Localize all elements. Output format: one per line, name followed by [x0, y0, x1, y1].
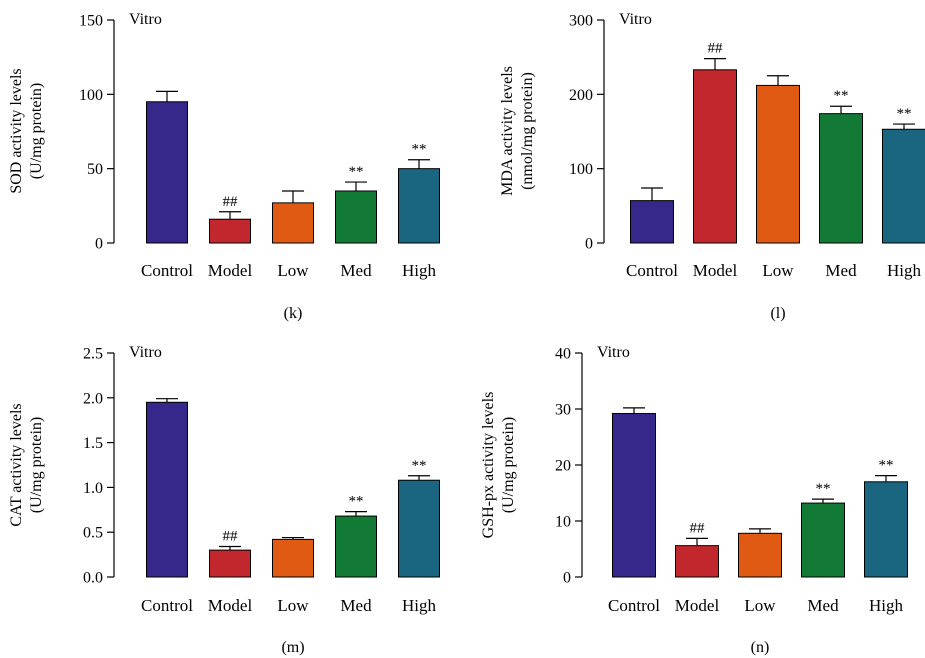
bar-low [756, 84, 800, 244]
y-tick-label: 0 [95, 236, 103, 253]
y-tick-label: 40 [555, 346, 571, 363]
y-tick-label: 2.0 [83, 390, 103, 407]
chart-panel-1: 0 50 100 150 Vitro SOD activity levels (U/mg p… [8, 11, 440, 322]
category-label: Model [208, 596, 253, 615]
y-axis-title: MDA activity levels (nmol/mg protein) [499, 66, 536, 196]
bar-model [693, 69, 737, 244]
significance-marker: ## [223, 194, 239, 210]
bar-control [146, 401, 188, 578]
vitro-annotation: Vitro [597, 344, 630, 361]
y-axis-title-line: (U/mg protein) [28, 83, 45, 179]
y-tick-label: 100 [79, 87, 103, 104]
bar-high [398, 479, 440, 578]
bar-med [335, 190, 377, 244]
y-tick-label: 20 [555, 458, 571, 475]
y-axis-title-line: SOD activity levels [8, 68, 25, 193]
category-label: High [887, 261, 922, 280]
significance-marker: ## [223, 529, 239, 545]
significance-marker: ** [412, 142, 427, 158]
category-label: High [869, 596, 904, 615]
y-axis-title-line: GSH-px activity levels [480, 392, 497, 539]
bar-model [209, 549, 251, 578]
y-axis-title: GSH-px activity levels (U/mg protein) [480, 392, 517, 539]
category-label: Low [277, 596, 309, 615]
panel-label: (k) [284, 305, 303, 322]
bar-med [801, 502, 845, 578]
bar-med [335, 515, 377, 578]
y-tick-label: 50 [87, 161, 103, 178]
y-tick-label: 100 [569, 161, 593, 178]
significance-marker: ## [708, 41, 724, 57]
panel-label: (m) [281, 639, 304, 656]
y-tick-label: 0.0 [83, 570, 103, 587]
y-axis-title-line: (U/mg protein) [28, 417, 45, 513]
y-tick-label: 1.5 [83, 435, 103, 452]
category-label: Control [608, 596, 660, 615]
y-axis-title-line: (U/mg protein) [500, 417, 517, 513]
category-label: Low [762, 261, 794, 280]
category-label: Model [675, 596, 720, 615]
significance-marker: ** [879, 458, 894, 474]
y-axis-title: CAT activity levels (U/mg protein) [8, 403, 45, 526]
significance-marker: ** [412, 458, 427, 474]
significance-marker: ## [690, 520, 706, 536]
category-label: Med [807, 596, 839, 615]
significance-marker: ** [349, 164, 364, 180]
bar-high [398, 168, 440, 244]
category-label: Model [208, 261, 253, 280]
y-tick-label: 2.5 [83, 346, 103, 363]
y-tick-label: 200 [569, 87, 593, 104]
category-label: Control [141, 596, 193, 615]
panel-label: (l) [770, 305, 785, 322]
vitro-annotation: Vitro [619, 11, 652, 28]
category-label: Low [744, 596, 776, 615]
category-label: Med [340, 261, 372, 280]
bar-low [272, 202, 314, 244]
significance-marker: ** [897, 106, 912, 122]
y-tick-label: 300 [569, 13, 593, 30]
category-label: High [402, 261, 437, 280]
significance-marker: ** [349, 494, 364, 510]
bar-high [882, 128, 925, 244]
bar-model [675, 545, 719, 578]
panel-label: (n) [751, 639, 770, 656]
vitro-annotation: Vitro [129, 344, 162, 361]
category-label: Med [825, 261, 857, 280]
category-label: Control [626, 261, 678, 280]
bar-high [864, 481, 908, 578]
significance-marker: ** [834, 88, 849, 104]
chart-panel-4: 0 10 20 30 40 Vitro GSH-px activity levels (U/m… [480, 344, 908, 656]
y-tick-label: 0 [585, 236, 593, 253]
category-label: Control [141, 261, 193, 280]
y-tick-label: 150 [79, 13, 103, 30]
bar-control [630, 200, 674, 244]
y-tick-label: 0 [563, 570, 571, 587]
bar-control [146, 101, 188, 244]
y-axis-title: SOD activity levels (U/mg protein) [8, 68, 45, 193]
bar-low [738, 532, 782, 578]
y-axis-title-line: MDA activity levels [499, 66, 516, 196]
chart-panel-3: 0.0 0.5 1.0 1.5 2.0 2.5 Vitro CAT activity leve… [8, 344, 440, 656]
y-tick-label: 0.5 [83, 525, 103, 542]
significance-marker: ** [816, 481, 831, 497]
y-tick-label: 30 [555, 402, 571, 419]
vitro-annotation: Vitro [129, 11, 162, 28]
category-label: Low [277, 261, 309, 280]
y-tick-label: 10 [555, 514, 571, 531]
category-label: Model [693, 261, 738, 280]
category-label: High [402, 596, 437, 615]
bar-model [209, 218, 251, 244]
y-axis-title-line: (nmol/mg protein) [519, 72, 536, 190]
bar-med [819, 113, 863, 244]
chart-panel-2: 0 100 200 300 Vitro MDA activity levels (nmol/… [499, 11, 925, 322]
bar-control [612, 412, 656, 578]
y-axis-title-line: CAT activity levels [8, 403, 25, 526]
category-label: Med [340, 596, 372, 615]
bar-low [272, 538, 314, 578]
y-tick-label: 1.0 [83, 480, 103, 497]
